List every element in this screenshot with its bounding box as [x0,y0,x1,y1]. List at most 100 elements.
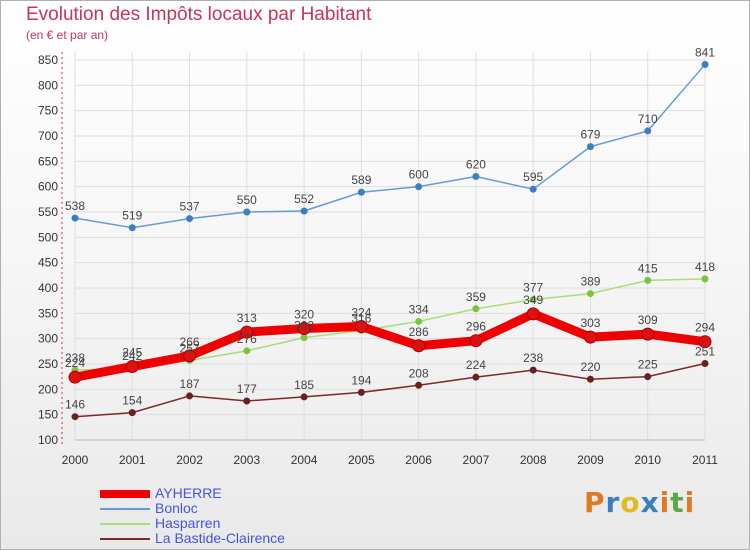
logo-letter: r [605,486,621,519]
y-tick-label: 200 [38,382,58,396]
data-point-ayherre [240,325,254,339]
data-label-ayherre: 309 [638,313,658,327]
y-tick-label: 250 [38,357,58,371]
grid-lines [74,52,706,441]
axes: 100 150 200 250 300 350 400 450 500 550 600 650 700 7… [38,52,718,467]
data-point-hasparren [701,275,709,283]
data-point-ayherre [68,370,82,384]
data-label-bonloc: 550 [237,193,257,207]
data-label-bonloc: 552 [294,192,314,206]
logo-letter: i [684,486,696,519]
data-point-la-bastide-clairence [415,381,423,389]
data-point-hasparren [415,317,423,325]
data-label-bonloc: 595 [523,170,543,184]
data-label-la-bastide-clairence: 185 [294,378,314,392]
data-point-ayherre [125,360,139,374]
data-label-hasparren: 242 [122,349,142,363]
legend-item-hasparren: Hasparren [100,516,340,531]
data-label-ayherre: 266 [180,335,200,349]
logo-letter: o [620,486,641,519]
legend-swatch-bonloc [100,508,150,510]
data-label-hasparren: 276 [237,332,257,346]
data-label-la-bastide-clairence: 177 [237,382,257,396]
data-labels: 538 519 537 550 552 589 600 620 595 679 710 841 146 1… [65,46,715,412]
data-point-bonloc [243,208,251,216]
y-tick-label: 800 [38,78,58,92]
data-point-ayherre [641,327,655,341]
data-label-hasparren: 359 [466,290,486,304]
data-label-ayherre: 313 [237,311,257,325]
data-point-la-bastide-clairence [243,397,251,405]
data-label-ayherre: 245 [122,346,142,360]
chart-title: Evolution des Impôts locaux par Habitant [26,4,372,25]
legend-label-la-bastide-clairence: La Bastide-Clairence [155,530,285,546]
logo-letter: x [640,486,660,519]
y-tick-label: 750 [38,104,58,118]
x-tick-label: 2002 [176,453,203,467]
data-point-ayherre [183,349,197,363]
legend-item-bonloc: Bonloc [100,501,340,516]
data-label-hasparren: 389 [580,275,600,289]
series-lines [68,61,712,421]
data-point-bonloc [128,224,136,232]
data-label-la-bastide-clairence: 154 [122,394,142,408]
data-point-ayherre [469,334,483,348]
data-label-hasparren: 302 [294,319,314,333]
data-label-hasparren: 415 [638,261,658,275]
data-point-ayherre [412,339,426,353]
data-point-hasparren [529,296,537,304]
series-line-ayherre [70,309,710,382]
data-label-bonloc: 589 [351,173,371,187]
y-tick-label: 850 [38,53,58,67]
data-point-bonloc [186,215,194,223]
data-point-ayherre [297,322,311,336]
data-label-hasparren: 418 [695,260,715,274]
data-label-bonloc: 679 [580,128,600,142]
data-point-la-bastide-clairence [586,375,594,383]
data-point-bonloc [357,188,365,196]
data-point-bonloc [529,185,537,193]
legend-item-ayherre: AYHERRE [100,486,340,501]
data-point-la-bastide-clairence [529,366,537,374]
data-label-hasparren: 257 [180,341,200,355]
data-label-la-bastide-clairence: 251 [695,344,715,358]
data-point-la-bastide-clairence [128,409,136,417]
data-point-la-bastide-clairence [644,373,652,381]
logo-letter: i [659,486,671,519]
data-label-la-bastide-clairence: 208 [409,366,429,380]
x-tick-label: 2007 [463,453,490,467]
data-label-ayherre: 224 [65,356,85,370]
data-point-hasparren [644,276,652,284]
legend-swatch-la-bastide-clairence [100,538,150,540]
y-tick-label: 450 [38,256,58,270]
data-point-hasparren [243,347,251,355]
x-tick-label: 2004 [291,453,318,467]
y-tick-label: 550 [38,205,58,219]
data-label-ayherre: 303 [580,316,600,330]
data-point-bonloc [701,61,709,69]
data-label-bonloc: 841 [695,46,715,60]
data-label-hasparren: 334 [409,302,429,316]
data-point-ayherre [526,307,540,321]
data-label-bonloc: 600 [409,168,429,182]
legend: AYHERRE Bonloc Hasparren La Bastide-Clai… [100,486,340,546]
y-tick-label: 500 [38,230,58,244]
data-point-bonloc [71,214,79,222]
data-point-bonloc [644,127,652,135]
data-point-ayherre [698,335,712,349]
y-tick-label: 300 [38,332,58,346]
x-tick-label: 2005 [348,453,375,467]
data-point-la-bastide-clairence [300,393,308,401]
series-line-la-bastide-clairence [74,362,706,418]
data-label-la-bastide-clairence: 224 [466,358,486,372]
data-label-hasparren: 238 [65,351,85,365]
x-tick-label: 2006 [405,453,432,467]
logo-letter: P [584,486,606,519]
data-point-hasparren [586,290,594,298]
data-label-la-bastide-clairence: 220 [580,360,600,374]
data-label-la-bastide-clairence: 225 [638,358,658,372]
data-label-bonloc: 620 [466,158,486,172]
data-point-la-bastide-clairence [701,359,709,367]
data-label-hasparren: 316 [351,312,371,326]
